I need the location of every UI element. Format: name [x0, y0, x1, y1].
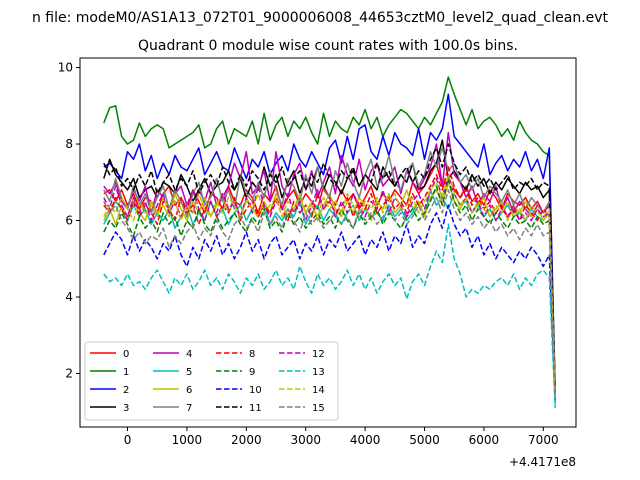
legend-label-14: 14 — [312, 385, 325, 396]
series-lines — [103, 76, 556, 408]
series-line-12 — [103, 173, 556, 397]
x-axis-offset-label: +4.4171e8 — [509, 455, 576, 469]
series-line-9 — [103, 177, 556, 393]
x-tick-label: 5000 — [409, 433, 440, 447]
y-tick-label: 10 — [58, 61, 73, 75]
legend-label-1: 1 — [123, 367, 129, 378]
legend-label-15: 15 — [312, 403, 325, 414]
series-line-10 — [103, 204, 556, 401]
legend-label-6: 6 — [186, 385, 192, 396]
legend-label-11: 11 — [249, 403, 262, 414]
y-tick-label: 2 — [65, 366, 73, 380]
series-line-1 — [103, 76, 556, 389]
y-tick-label: 4 — [65, 290, 73, 304]
y-tick-label: 8 — [65, 137, 73, 151]
legend-label-13: 13 — [312, 367, 325, 378]
legend-label-12: 12 — [312, 349, 325, 360]
x-tick-label: 3000 — [290, 433, 321, 447]
legend-label-2: 2 — [123, 385, 129, 396]
series-line-14 — [103, 173, 556, 397]
x-tick-label: 1000 — [172, 433, 203, 447]
legend-label-4: 4 — [186, 349, 192, 360]
series-line-2 — [103, 93, 556, 397]
legend-label-3: 3 — [123, 403, 129, 414]
legend-box — [84, 341, 339, 421]
plot-frame — [79, 57, 577, 428]
legend-label-10: 10 — [249, 385, 262, 396]
legend-label-7: 7 — [186, 403, 192, 414]
series-line-11 — [103, 143, 556, 393]
plot-content: 0 1000 2000 3000 4000 5000 6000 700024681001234… — [58, 61, 559, 447]
series-line-13 — [103, 223, 556, 408]
legend-label-5: 5 — [186, 367, 192, 378]
x-tick-label: 6000 — [469, 433, 500, 447]
x-tick-label: 7000 — [528, 433, 559, 447]
legend-label-8: 8 — [249, 349, 255, 360]
series-line-15 — [103, 189, 556, 397]
x-tick-label: 0 — [124, 433, 132, 447]
y-tick-label: 6 — [65, 214, 73, 228]
x-tick-label: 2000 — [231, 433, 262, 447]
legend-label-0: 0 — [123, 349, 129, 360]
chart-title: Quadrant 0 module wise count rates with … — [138, 38, 518, 54]
x-tick-label: 4000 — [350, 433, 381, 447]
series-line-5 — [103, 189, 556, 405]
legend-label-9: 9 — [249, 367, 255, 378]
figure-suptitle: n file: modeM0/AS1A13_072T01_9000006008_… — [32, 10, 609, 26]
series-line-8 — [103, 166, 556, 389]
